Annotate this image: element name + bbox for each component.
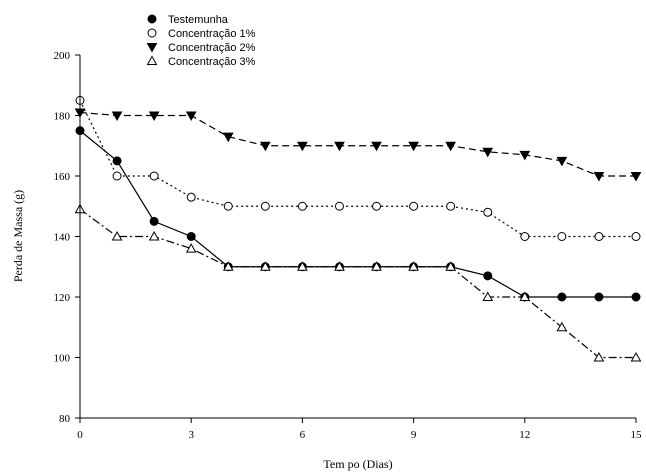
data-point-series-2 <box>372 201 382 211</box>
y-tick-label: 140 <box>54 232 71 244</box>
data-point-series-1 <box>112 156 122 166</box>
data-point-series-1 <box>483 271 493 281</box>
data-point-series-3 <box>334 141 345 152</box>
data-point-series-4 <box>556 321 568 332</box>
data-point-series-2 <box>334 201 344 211</box>
data-point-series-2 <box>297 201 307 211</box>
data-point-series-2 <box>557 232 567 241</box>
legend-marker-3 <box>146 43 158 53</box>
data-point-series-2 <box>260 201 270 211</box>
legend-label-3: Concentração 2% <box>168 42 256 54</box>
data-point-series-4 <box>519 291 531 301</box>
legend-label-2: Concentração 1% <box>168 28 256 40</box>
data-point-series-3 <box>297 141 308 152</box>
legend: Testemunha Concentração 1% Concentração 2%… <box>146 14 256 68</box>
legend-label-4: Concentração 3% <box>168 56 256 68</box>
data-point-series-4 <box>445 261 457 271</box>
data-point-series-2 <box>409 201 419 211</box>
y-tick-label: 160 <box>54 171 71 183</box>
data-point-series-2 <box>631 232 641 241</box>
data-point-series-3 <box>259 141 271 152</box>
data-point-series-3 <box>593 172 605 182</box>
x-axis-title: Tem po (Dias) <box>323 457 392 471</box>
data-point-series-1 <box>631 292 641 302</box>
data-point-series-3 <box>111 111 123 122</box>
data-point-series-1 <box>594 292 604 302</box>
data-point-series-1 <box>149 216 159 226</box>
y-tick-label: 80 <box>59 413 71 425</box>
x-tick-label: 3 <box>188 429 194 441</box>
y-tick-label: 180 <box>54 111 71 123</box>
data-point-series-3 <box>222 132 234 143</box>
data-point-series-4 <box>259 261 271 271</box>
data-point-series-2 <box>112 171 122 181</box>
data-point-series-3 <box>519 150 531 161</box>
legend-marker-2 <box>147 28 157 38</box>
data-point-series-3 <box>185 111 197 122</box>
data-point-series-3 <box>148 111 160 122</box>
data-point-series-4 <box>334 261 345 271</box>
axes <box>79 55 636 419</box>
data-point-series-1 <box>186 232 196 241</box>
x-ticks: 0 3 6 9 12 15 <box>77 418 642 441</box>
data-point-series-4 <box>371 261 382 271</box>
data-point-series-3 <box>408 141 419 152</box>
data-point-series-4 <box>593 351 605 362</box>
y-axis-title: Perda de Massa (g) <box>11 190 25 282</box>
data-point-series-1 <box>557 292 567 302</box>
y-tick-label: 100 <box>54 353 71 365</box>
series-line-2 <box>79 100 636 238</box>
data-point-series-4 <box>222 261 234 271</box>
data-point-series-4 <box>297 261 308 271</box>
y-ticks: 80 100 120 140 160 180 200 <box>54 50 80 425</box>
data-point-series-3 <box>630 172 642 182</box>
data-point-series-2 <box>483 207 493 217</box>
data-point-series-2 <box>446 201 456 211</box>
series-line-3 <box>79 111 636 177</box>
data-point-series-4 <box>111 230 123 241</box>
data-point-series-4 <box>482 291 494 301</box>
data-point-series-3 <box>371 141 382 152</box>
x-tick-label: 0 <box>77 429 83 441</box>
data-point-series-2 <box>149 171 159 181</box>
data-point-series-2 <box>520 232 530 241</box>
data-point-series-3 <box>445 141 457 152</box>
data-point-series-4 <box>185 243 197 253</box>
data-point-series-4 <box>148 230 160 241</box>
x-tick-label: 6 <box>300 429 306 441</box>
data-point-series-2 <box>594 232 604 241</box>
legend-label-1: Testemunha <box>168 14 229 26</box>
legend-marker-4 <box>146 55 158 65</box>
data-point-series-4 <box>408 261 419 271</box>
data-point-series-4 <box>630 351 642 362</box>
x-tick-label: 12 <box>519 429 530 441</box>
y-tick-label: 120 <box>54 292 71 304</box>
data-point-series-2 <box>223 201 233 211</box>
data-point-series-3 <box>482 147 494 158</box>
plot-markers <box>74 95 642 362</box>
y-tick-label: 200 <box>54 50 71 62</box>
data-point-series-2 <box>186 192 196 202</box>
legend-marker-1 <box>147 14 157 24</box>
x-tick-label: 15 <box>631 429 643 441</box>
series-line-1 <box>79 130 636 298</box>
plot-lines <box>79 100 636 359</box>
x-tick-label: 9 <box>411 429 417 441</box>
series-line-4 <box>79 208 636 359</box>
data-point-series-3 <box>556 156 568 167</box>
